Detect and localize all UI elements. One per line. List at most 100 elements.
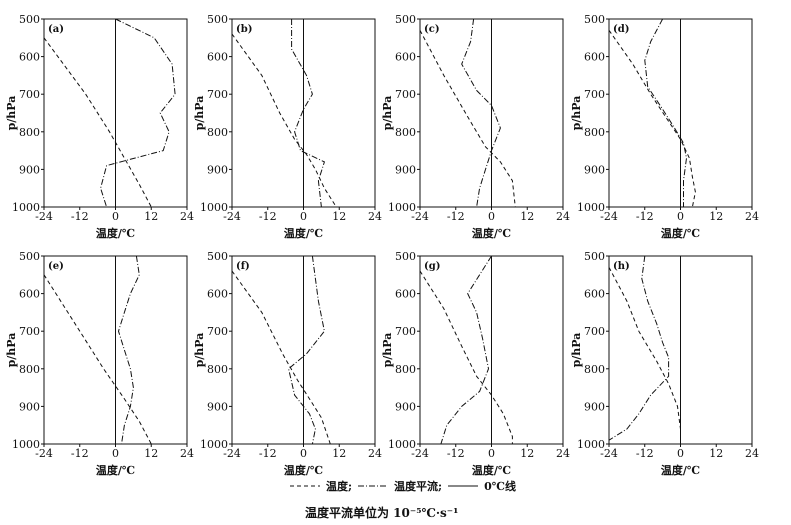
y-tick-label: 900 bbox=[395, 163, 416, 176]
y-tick-label: 700 bbox=[584, 325, 605, 338]
series-line-dashed bbox=[43, 37, 152, 208]
y-axis-label: p/hPa bbox=[193, 96, 206, 131]
y-tick-label: 1000 bbox=[200, 438, 228, 451]
x-tick-label: 24 bbox=[745, 210, 759, 223]
x-tick-label: 24 bbox=[368, 210, 382, 223]
x-tick-label: -24 bbox=[411, 447, 429, 460]
panel-label: (b) bbox=[236, 24, 252, 35]
panel-label: (f) bbox=[236, 261, 250, 272]
series-line-dashed bbox=[608, 30, 696, 208]
panel-2: -24 -12 0 12 24 500 600 700 800 900 1000 温度/℃ p/hPa (… bbox=[381, 13, 570, 240]
panel-label: (h) bbox=[613, 261, 630, 272]
x-tick-label: -12 bbox=[259, 210, 277, 223]
series-line-dashed bbox=[419, 270, 513, 444]
y-tick-label: 1000 bbox=[388, 438, 416, 451]
y-tick-label: 800 bbox=[395, 363, 416, 376]
series-line-dashdot bbox=[291, 19, 326, 208]
unit-note: 温度平流单位为 10⁻⁵℃·s⁻¹ bbox=[305, 506, 459, 520]
y-tick-label: 800 bbox=[207, 126, 228, 139]
series-line-dashed bbox=[231, 33, 337, 208]
x-tick-label: 0 bbox=[488, 447, 495, 460]
x-axis-label: 温度/℃ bbox=[472, 226, 511, 240]
x-tick-label: 24 bbox=[180, 210, 194, 223]
x-tick-label: 24 bbox=[745, 447, 759, 460]
y-tick-label: 800 bbox=[584, 363, 605, 376]
panel-label: (e) bbox=[48, 261, 64, 272]
x-axis-label: 温度/℃ bbox=[96, 226, 135, 240]
y-tick-label: 700 bbox=[395, 88, 416, 101]
panel-label: (g) bbox=[424, 261, 440, 272]
y-tick-label: 1000 bbox=[200, 201, 228, 214]
x-axis-label: 温度/℃ bbox=[284, 463, 323, 477]
panel-6: -24 -12 0 12 24 500 600 700 800 900 1000 温度/℃ p/hPa (… bbox=[381, 250, 570, 477]
x-tick-label: 24 bbox=[556, 447, 570, 460]
y-tick-label: 900 bbox=[207, 163, 228, 176]
x-axis-label: 温度/℃ bbox=[661, 463, 700, 477]
legend-advection-label: 温度平流; bbox=[394, 480, 443, 493]
y-tick-label: 700 bbox=[19, 325, 40, 338]
y-tick-label: 700 bbox=[395, 325, 416, 338]
y-tick-label: 600 bbox=[19, 288, 40, 301]
x-tick-label: -24 bbox=[35, 447, 53, 460]
y-axis-label: p/hPa bbox=[570, 96, 583, 131]
x-tick-label: 24 bbox=[180, 447, 194, 460]
legend-temperature-label: 温度; bbox=[326, 480, 353, 493]
x-tick-label: 12 bbox=[520, 447, 534, 460]
x-tick-label: 12 bbox=[520, 210, 534, 223]
x-tick-label: 12 bbox=[709, 447, 723, 460]
x-axis-label: 温度/℃ bbox=[472, 463, 511, 477]
series-line-dashed bbox=[419, 30, 516, 208]
panel-0: -24 -12 0 12 24 500 600 700 800 900 1000 温度/℃ p/hPa (… bbox=[5, 13, 194, 240]
panel-label: (a) bbox=[48, 24, 64, 35]
x-tick-label: -24 bbox=[223, 210, 241, 223]
y-tick-label: 600 bbox=[395, 51, 416, 64]
x-tick-label: -12 bbox=[71, 447, 89, 460]
x-tick-label: -24 bbox=[600, 210, 618, 223]
y-tick-label: 500 bbox=[395, 13, 416, 26]
x-tick-label: -12 bbox=[447, 447, 465, 460]
series-line-dashed bbox=[608, 267, 681, 444]
y-tick-label: 1000 bbox=[388, 201, 416, 214]
x-tick-label: 0 bbox=[677, 210, 684, 223]
y-tick-label: 600 bbox=[19, 51, 40, 64]
y-tick-label: 1000 bbox=[12, 201, 40, 214]
series-line-dashdot bbox=[440, 255, 492, 445]
x-tick-label: -12 bbox=[71, 210, 89, 223]
x-tick-label: 12 bbox=[144, 447, 158, 460]
y-tick-label: 800 bbox=[19, 126, 40, 139]
x-axis-label: 温度/℃ bbox=[284, 226, 323, 240]
y-axis-label: p/hPa bbox=[570, 333, 583, 368]
y-tick-label: 600 bbox=[584, 51, 605, 64]
y-tick-label: 900 bbox=[19, 163, 40, 176]
y-tick-label: 800 bbox=[19, 363, 40, 376]
x-tick-label: -24 bbox=[35, 210, 53, 223]
legend: 温度; 温度平流; 0℃线 bbox=[290, 477, 550, 495]
x-tick-label: -24 bbox=[600, 447, 618, 460]
x-axis-label: 温度/℃ bbox=[96, 463, 135, 477]
y-tick-label: 900 bbox=[207, 400, 228, 413]
y-tick-label: 1000 bbox=[12, 438, 40, 451]
y-tick-label: 600 bbox=[207, 51, 228, 64]
series-line-dashdot bbox=[608, 255, 670, 441]
panel-1: -24 -12 0 12 24 500 600 700 800 900 1000 温度/℃ p/hPa (… bbox=[193, 13, 382, 240]
x-tick-label: 0 bbox=[300, 447, 307, 460]
x-tick-label: 0 bbox=[112, 210, 119, 223]
y-tick-label: 900 bbox=[19, 400, 40, 413]
y-tick-label: 500 bbox=[584, 250, 605, 263]
series-line-dashdot bbox=[644, 18, 688, 207]
x-tick-label: 0 bbox=[677, 447, 684, 460]
x-tick-label: -24 bbox=[223, 447, 241, 460]
series-line-dashdot bbox=[461, 18, 501, 208]
x-tick-label: -12 bbox=[636, 210, 654, 223]
x-tick-label: 24 bbox=[368, 447, 382, 460]
y-tick-label: 1000 bbox=[577, 201, 605, 214]
legend-zero-line-label: 0℃线 bbox=[484, 480, 516, 493]
series-line-dashdot bbox=[288, 255, 325, 445]
series-line-dashed bbox=[231, 270, 331, 445]
y-tick-label: 900 bbox=[395, 400, 416, 413]
y-axis-label: p/hPa bbox=[381, 333, 394, 368]
x-tick-label: -24 bbox=[411, 210, 429, 223]
y-tick-label: 800 bbox=[395, 126, 416, 139]
y-tick-label: 500 bbox=[584, 13, 605, 26]
